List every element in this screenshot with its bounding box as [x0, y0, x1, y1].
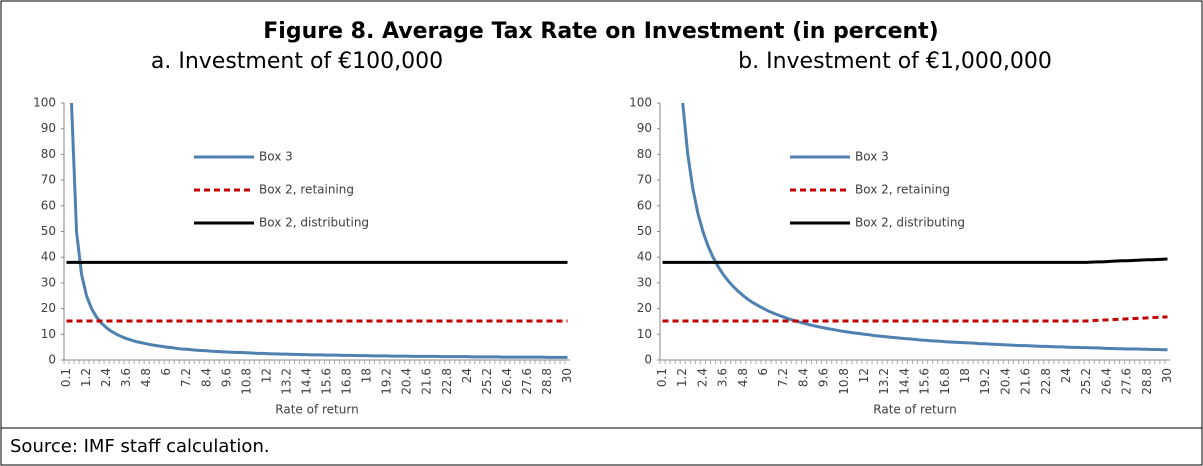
- x-tick-label: 3.6: [119, 368, 133, 387]
- x-tick-label: 10.8: [837, 368, 851, 395]
- y-tick-label: 0: [644, 353, 652, 367]
- legend-label: Box 3: [855, 150, 889, 164]
- x-tick-label: 26.4: [1099, 368, 1113, 395]
- x-tick-label: 19.2: [380, 368, 394, 395]
- x-tick-label: 20.4: [998, 368, 1012, 395]
- y-tick-label: 70: [637, 173, 652, 187]
- y-tick-label: 50: [637, 224, 652, 238]
- x-tick-label: 20.4: [400, 368, 414, 395]
- y-tick-label: 90: [637, 121, 652, 135]
- x-tick-label: 7.2: [776, 368, 790, 387]
- x-tick-label: 22.8: [440, 368, 454, 395]
- x-tick-label: 9.6: [219, 368, 233, 387]
- x-tick-label: 6: [159, 368, 173, 376]
- y-tick-label: 90: [41, 121, 56, 135]
- x-tick-label: 21.6: [1019, 368, 1033, 395]
- legend-label: Box 2, distributing: [259, 216, 369, 230]
- x-tick-label: 8.4: [796, 368, 810, 387]
- x-tick-label: 0.1: [59, 368, 73, 387]
- x-tick-label: 22.8: [1039, 368, 1053, 395]
- x-tick-label: 6: [756, 368, 770, 376]
- source: Source: IMF staff calculation.: [10, 436, 270, 457]
- y-tick-label: 100: [33, 96, 56, 110]
- x-tick-label: 3.6: [716, 368, 730, 387]
- y-tick-label: 40: [41, 250, 56, 264]
- legend-label: Box 2, retaining: [259, 183, 354, 197]
- y-tick-label: 40: [637, 250, 652, 264]
- y-tick-label: 60: [41, 198, 56, 212]
- x-tick-label: 16.8: [340, 368, 354, 395]
- x-tick-label: 13.2: [877, 368, 891, 395]
- panel-title: a. Investment of €100,000: [151, 49, 443, 74]
- x-tick-label: 28.8: [540, 368, 554, 395]
- x-tick-label: 30: [560, 368, 574, 383]
- series-line: [662, 257, 1168, 264]
- y-tick-label: 100: [629, 96, 652, 110]
- x-tick-label: 16.8: [938, 368, 952, 395]
- legend-label: Box 2, retaining: [855, 183, 950, 197]
- x-tick-label: 27.6: [1120, 368, 1134, 395]
- x-tick-label: 7.2: [179, 368, 193, 387]
- x-tick-label: 2.4: [695, 368, 709, 387]
- panel-title: b. Investment of €1,000,000: [738, 49, 1052, 74]
- x-tick-label: 27.6: [520, 368, 534, 395]
- legend-label: Box 3: [259, 150, 293, 164]
- x-tick-label: 26.4: [500, 368, 514, 395]
- x-axis-label: Rate of return: [275, 403, 358, 417]
- y-tick-label: 20: [41, 301, 56, 315]
- y-tick-label: 80: [41, 147, 56, 161]
- x-tick-label: 15.6: [320, 368, 334, 395]
- x-tick-label: 1.2: [675, 368, 689, 387]
- y-tick-label: 80: [637, 147, 652, 161]
- x-tick-label: 8.4: [199, 368, 213, 387]
- x-tick-label: 9.6: [817, 368, 831, 387]
- x-tick-label: 18: [958, 368, 972, 383]
- x-tick-label: 14.4: [897, 368, 911, 395]
- x-tick-label: 4.8: [139, 368, 153, 387]
- series-line: [681, 103, 1168, 352]
- x-tick-label: 19.2: [978, 368, 992, 395]
- x-axis-label: Rate of return: [873, 403, 956, 417]
- y-tick-label: 70: [41, 173, 56, 187]
- x-tick-label: 14.4: [299, 368, 313, 395]
- x-tick-label: 1.2: [79, 368, 93, 387]
- series-line: [70, 103, 568, 359]
- x-tick-label: 2.4: [99, 368, 113, 387]
- y-tick-label: 10: [637, 327, 652, 341]
- y-tick-label: 0: [48, 353, 56, 367]
- y-tick-label: 50: [41, 224, 56, 238]
- y-tick-label: 30: [637, 275, 652, 289]
- x-tick-label: 12: [857, 368, 871, 383]
- x-tick-label: 0.1: [655, 368, 669, 387]
- y-tick-label: 30: [41, 275, 56, 289]
- y-tick-label: 20: [637, 301, 652, 315]
- y-tick-label: 10: [41, 327, 56, 341]
- x-tick-label: 24: [460, 368, 474, 383]
- x-tick-label: 30: [1160, 368, 1174, 383]
- x-tick-label: 25.2: [480, 368, 494, 395]
- x-tick-label: 12: [259, 368, 273, 383]
- x-tick-label: 15.6: [918, 368, 932, 395]
- series-line: [662, 315, 1168, 323]
- figure-title: Figure 8. Average Tax Rate on Investment…: [263, 19, 938, 44]
- x-tick-label: 25.2: [1079, 368, 1093, 395]
- x-tick-label: 4.8: [736, 368, 750, 387]
- y-tick-label: 60: [637, 198, 652, 212]
- x-tick-label: 18: [360, 368, 374, 383]
- legend-label: Box 2, distributing: [855, 216, 965, 230]
- x-tick-label: 28.8: [1140, 368, 1154, 395]
- x-tick-label: 21.6: [420, 368, 434, 395]
- x-tick-label: 24: [1059, 368, 1073, 383]
- x-tick-label: 10.8: [239, 368, 253, 395]
- x-tick-label: 13.2: [279, 368, 293, 395]
